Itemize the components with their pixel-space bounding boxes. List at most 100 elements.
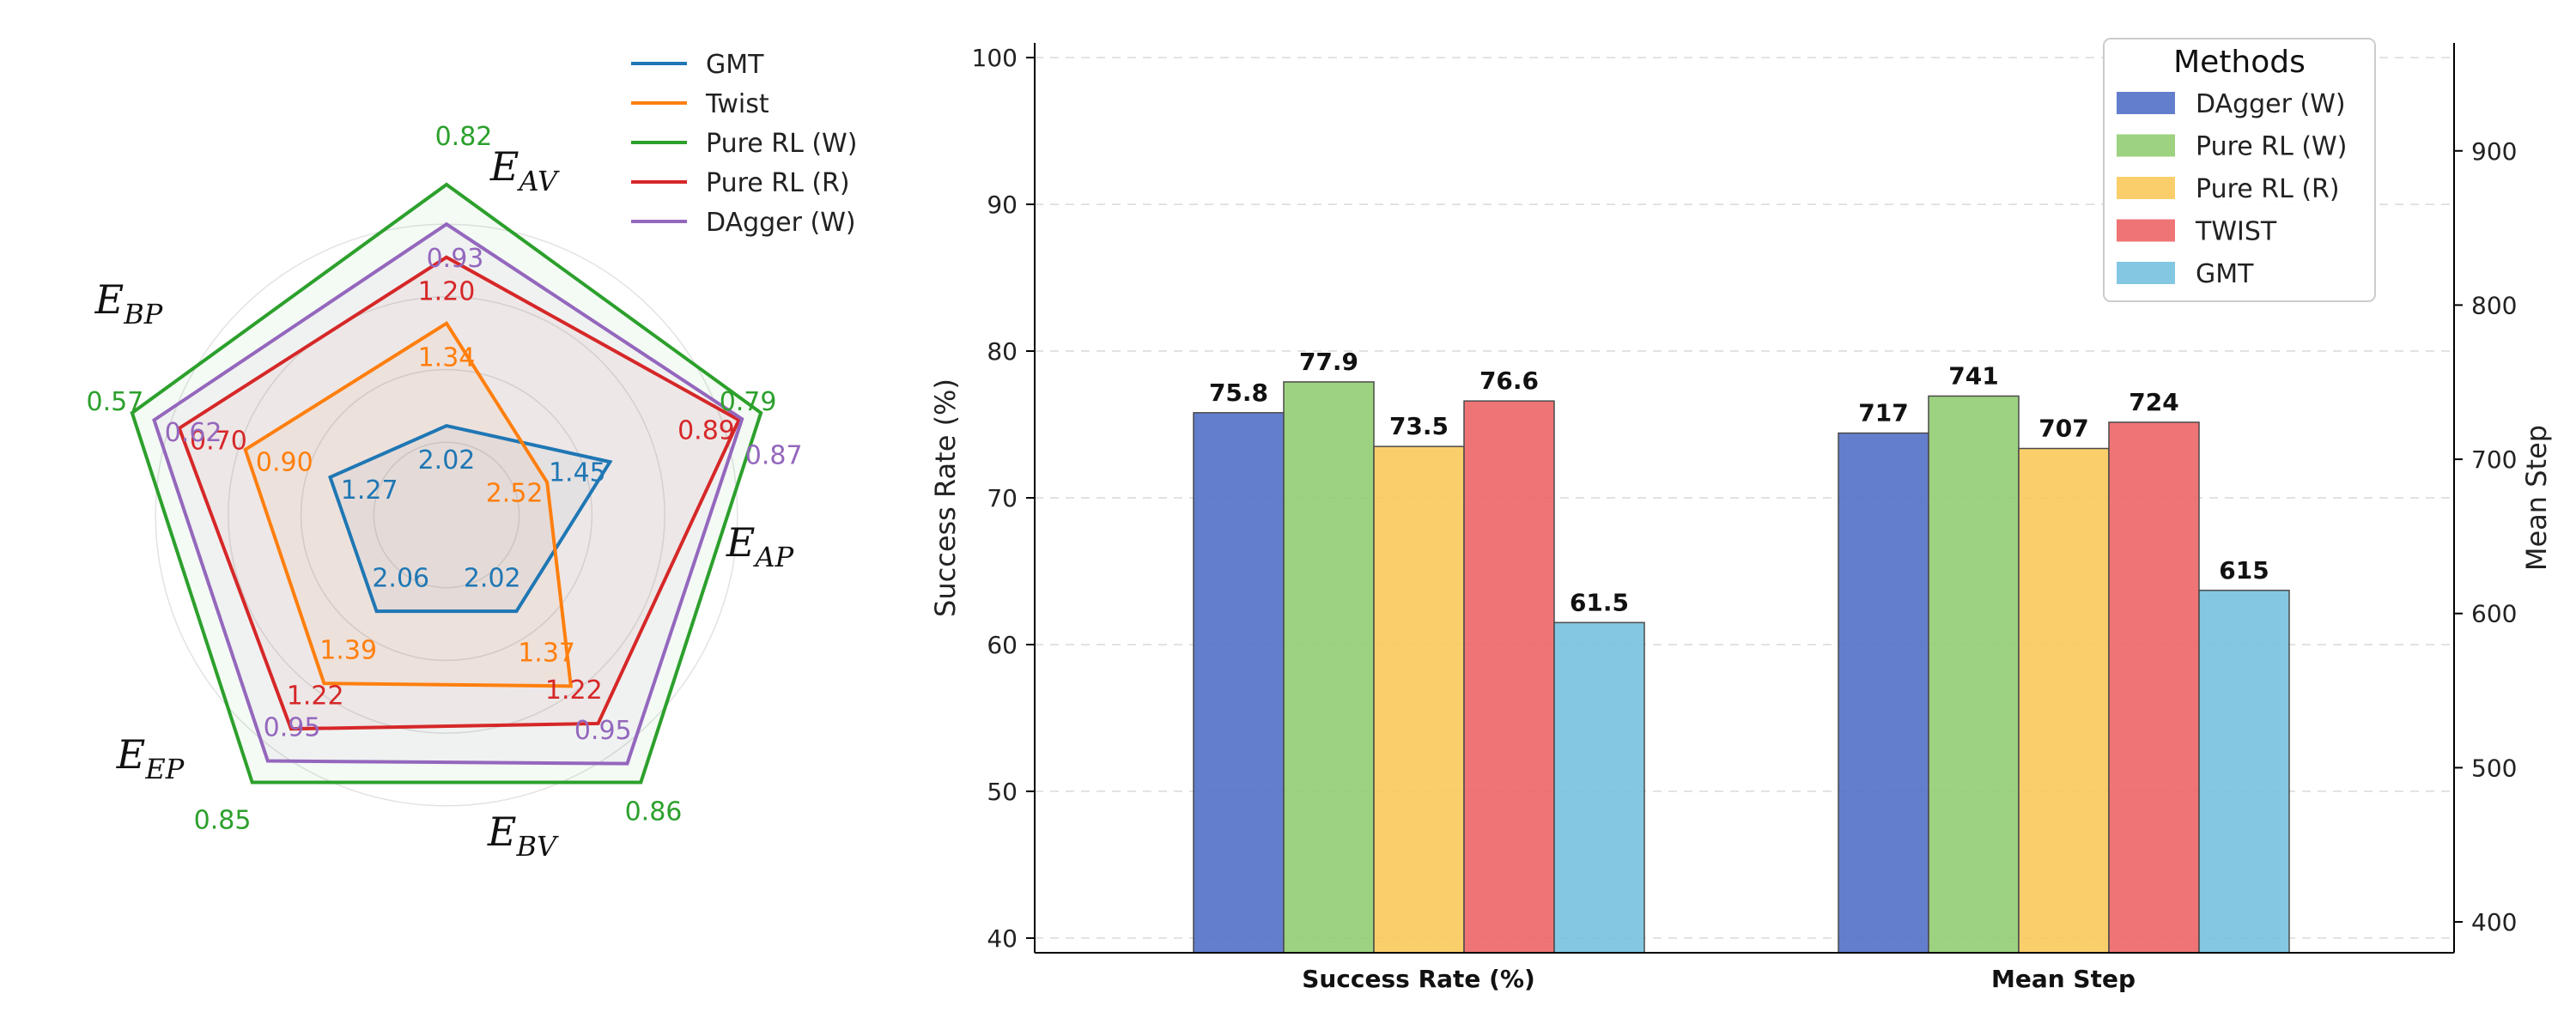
bar-value-label: 76.6 — [1479, 367, 1539, 395]
bar-pure-rl-r-0 — [1373, 445, 1465, 954]
radar-value-label: 0.93 — [427, 244, 484, 274]
radar-axis-letter: E — [489, 143, 519, 190]
radar-axis-label: EAV — [489, 143, 560, 197]
radar-value-label: 1.22 — [545, 676, 603, 706]
radar-value-label: 2.02 — [464, 563, 521, 593]
y-tick-label: 50 — [987, 778, 1018, 806]
bar-legend: Methods DAgger (W) Pure RL (W) Pure RL (R) T… — [2103, 38, 2376, 302]
radar-value-label: 1.45 — [549, 457, 606, 488]
radar-legend-label: Twist — [705, 89, 769, 119]
radar-value-label: 0.85 — [194, 805, 252, 835]
y2-tick-label: 400 — [2471, 908, 2517, 936]
bar-value-label: 741 — [1948, 361, 1998, 390]
radar-grid-circle-1 — [300, 368, 593, 662]
radar-chart: 1.27 2.02 1.45 2.02 2.06 0.90 1.34 2.52 1.37 1.39… — [87, 50, 858, 863]
y2-tick-label: 800 — [2471, 291, 2517, 319]
radar-grid-circle-0 — [373, 441, 520, 589]
radar-axis-letter: E — [116, 731, 146, 778]
bar-gmt-1 — [2198, 590, 2290, 954]
radar-area-1 — [245, 323, 571, 687]
radar-value-label: 1.22 — [287, 681, 344, 711]
bar-value-label: 75.8 — [1209, 379, 1268, 407]
radar-series-line-0 — [328, 423, 613, 614]
bar-chart: 75.8 717 77.9 741 73.5 707 76.6 724 61.5 615 40 50 6… — [929, 38, 2553, 993]
y2-axis-title: Mean Step — [2520, 425, 2553, 571]
radar-grid-circle-2 — [228, 296, 665, 734]
bar-value-label: 77.9 — [1299, 348, 1358, 376]
y2-tick-label: 600 — [2471, 600, 2517, 628]
radar-series-line-1 — [243, 320, 574, 688]
bar-value-label: 707 — [2038, 415, 2088, 443]
radar-series-line-3 — [177, 255, 742, 731]
y-tick-label: 90 — [987, 191, 1018, 219]
radar-axis-subscript: AP — [752, 541, 793, 573]
radar-legend-label: Pure RL (W) — [706, 129, 857, 159]
bar-value-label: 61.5 — [1570, 588, 1629, 616]
bar-value-label: 73.5 — [1389, 412, 1449, 440]
radar-value-label: 2.02 — [418, 445, 476, 476]
radar-value-label: 2.06 — [372, 563, 429, 593]
x-category-label: Mean Step — [1991, 965, 2136, 993]
y2-tick-label: 500 — [2471, 754, 2517, 782]
y-tick-label: 100 — [972, 44, 1018, 72]
bar-legend-swatch — [2117, 177, 2175, 199]
bar-legend-swatch — [2117, 134, 2175, 157]
bar-legend-label: Pure RL (R) — [2196, 174, 2340, 204]
radar-legend-label: GMT — [706, 50, 764, 80]
radar-value-label: 0.87 — [745, 441, 803, 471]
bar-pure-rl-r-1 — [2018, 447, 2110, 954]
bar-legend-label: TWIST — [2195, 217, 2277, 247]
y-axis-title: Success Rate (%) — [929, 379, 962, 617]
radar-value-label: 0.89 — [677, 416, 735, 446]
radar-value-label: 0.62 — [165, 418, 222, 448]
bar-pure-rl-w-1 — [1928, 395, 2020, 954]
bar-dagger-w-1 — [1838, 432, 1929, 954]
radar-area-2 — [131, 185, 762, 783]
radar-axis-letter: E — [726, 519, 756, 566]
bar-value-label: 724 — [2129, 388, 2178, 416]
radar-area-4 — [154, 224, 743, 764]
radar-value-label: 0.79 — [720, 387, 777, 417]
radar-axis-subscript: BP — [123, 298, 163, 330]
bar-dagger-w-0 — [1193, 412, 1285, 954]
radar-axis-letter: E — [487, 809, 517, 855]
radar-value-label: 0.57 — [87, 387, 144, 417]
bar-legend-label: DAgger (W) — [2196, 89, 2346, 119]
radar-axis-label: EBP — [94, 276, 163, 330]
radar-axis-label: EBV — [487, 809, 559, 863]
radar-series-line-2 — [130, 182, 763, 785]
radar-series-line-4 — [152, 221, 744, 766]
bar-pure-rl-w-0 — [1283, 381, 1375, 954]
bar-value-label: 717 — [1858, 399, 1908, 427]
bar-value-label: 615 — [2219, 556, 2269, 585]
radar-axis-subscript: EP — [144, 753, 184, 785]
bar-gmt-0 — [1553, 621, 1645, 954]
radar-legend-label: Pure RL (R) — [706, 168, 850, 198]
y-tick-label: 70 — [987, 484, 1018, 512]
x-category-label: Success Rate (%) — [1302, 965, 1535, 993]
y2-tick-label: 700 — [2471, 445, 2517, 474]
radar-value-label: 0.70 — [190, 427, 247, 457]
radar-value-label: 1.20 — [418, 277, 476, 307]
bar-legend-label: Pure RL (W) — [2196, 132, 2347, 162]
radar-value-label: 1.39 — [319, 635, 377, 665]
radar-area-3 — [179, 257, 739, 730]
y-tick-label: 40 — [987, 924, 1018, 953]
radar-legend-label: DAgger (W) — [706, 208, 856, 238]
radar-axis-label: EEP — [116, 731, 185, 785]
radar-value-label: 1.37 — [518, 639, 575, 669]
bar-legend-label: GMT — [2196, 259, 2254, 289]
radar-axis-letter: E — [94, 276, 125, 323]
y-tick-label: 80 — [987, 337, 1018, 366]
bar-twist-0 — [1463, 400, 1555, 954]
radar-value-label: 0.86 — [625, 797, 683, 827]
radar-legend: GMT Twist Pure RL (W) Pure RL (R) DAgger (W) — [631, 50, 857, 238]
radar-value-label: 0.95 — [264, 713, 321, 743]
y-tick-label: 60 — [987, 631, 1018, 659]
radar-axis-subscript: BV — [515, 830, 559, 863]
bar-twist-1 — [2108, 421, 2200, 954]
radar-value-label: 0.82 — [435, 122, 493, 152]
radar-value-label: 2.52 — [486, 478, 544, 508]
bar-legend-swatch — [2117, 219, 2175, 242]
